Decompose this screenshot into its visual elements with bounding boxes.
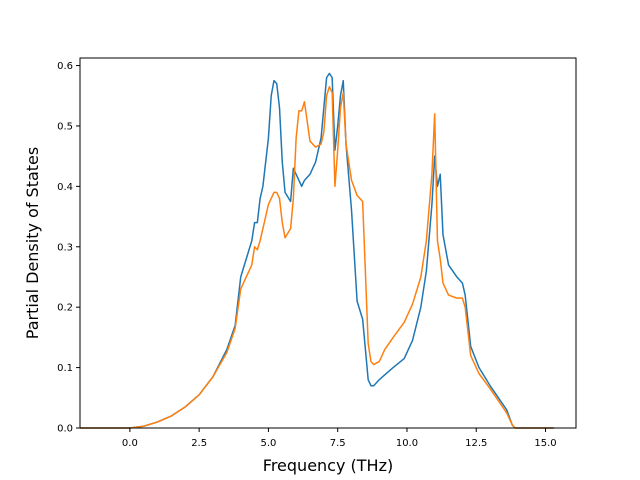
- series-line-1: [80, 72, 554, 429]
- y-tick-label: 0.5: [57, 121, 73, 132]
- y-tick-label: 0.1: [57, 363, 73, 374]
- y-tick-label: 0.6: [57, 61, 73, 72]
- x-tick-label: 10.0: [396, 438, 418, 449]
- y-tick-label: 0.0: [57, 424, 73, 435]
- x-tick-label: 5.0: [260, 438, 276, 449]
- series-layer: [80, 72, 554, 429]
- series-line-2: [80, 85, 554, 429]
- x-tick-label: 2.5: [191, 438, 207, 449]
- plot-frame: [79, 57, 577, 429]
- x-tick-label: 12.5: [465, 438, 487, 449]
- y-tick-label: 0.3: [57, 242, 73, 253]
- y-tick-label: 0.2: [57, 303, 73, 314]
- x-axis-label: Frequency (THz): [263, 456, 393, 475]
- y-tick-label: 0.4: [57, 182, 73, 193]
- x-tick-label: 0.0: [122, 438, 138, 449]
- y-axis-label: Partial Density of States: [23, 147, 42, 339]
- x-tick-label: 15.0: [534, 438, 556, 449]
- tick-layer: 0.0 2.5 5.0 7.5 10.0 12.5 15.0 0.0 0.1 0.2 0.3 0.4 0…: [57, 61, 557, 449]
- plot-area: [80, 58, 576, 428]
- x-tick-label: 7.5: [330, 438, 346, 449]
